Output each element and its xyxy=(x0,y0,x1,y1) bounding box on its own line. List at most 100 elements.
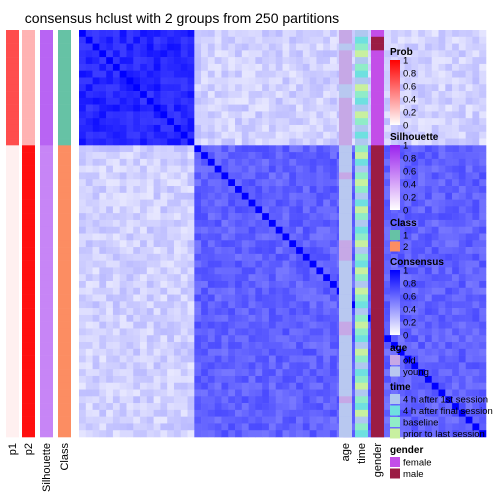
heatmap-cell xyxy=(309,43,317,51)
silhouette-legend-title: Silhouette xyxy=(390,132,439,143)
heatmap-cell xyxy=(207,409,215,417)
heatmap-cell xyxy=(119,226,127,234)
heatmap-cell xyxy=(133,274,141,282)
heatmap-cell xyxy=(167,91,175,99)
heatmap-cell xyxy=(391,253,399,261)
heatmap-cell xyxy=(126,226,134,234)
heatmap-cell xyxy=(262,403,270,411)
heatmap-cell xyxy=(479,416,487,424)
heatmap-cell xyxy=(329,355,338,363)
heatmap-cell xyxy=(201,145,209,153)
heatmap-cell xyxy=(458,328,466,336)
heatmap-cell xyxy=(255,50,263,58)
heatmap-cell xyxy=(465,63,473,71)
gender-annotation-cell xyxy=(371,219,384,228)
heatmap-cell xyxy=(235,63,243,71)
heatmap-cell xyxy=(207,348,215,356)
heatmap-cell xyxy=(438,172,446,180)
time-annotation-cell xyxy=(355,396,368,404)
heatmap-cell xyxy=(133,389,141,397)
heatmap-cell xyxy=(316,199,324,207)
heatmap-cell xyxy=(194,260,202,268)
heatmap-cell xyxy=(241,145,249,153)
heatmap-cell xyxy=(384,362,392,370)
heatmap-cell xyxy=(384,145,392,153)
heatmap-cell xyxy=(112,70,120,78)
heatmap-cell xyxy=(289,430,297,438)
heatmap-cell xyxy=(173,57,182,65)
heatmap-cell xyxy=(452,375,460,384)
age-annotation-cell xyxy=(339,314,352,322)
heatmap-cell xyxy=(221,206,229,214)
heatmap-cell xyxy=(329,50,338,58)
heatmap-cell xyxy=(384,247,392,255)
heatmap-cell xyxy=(85,124,93,133)
heatmap-cell xyxy=(221,186,229,194)
heatmap-cell xyxy=(479,294,487,302)
heatmap-cell xyxy=(316,409,324,417)
heatmap-cell xyxy=(201,219,209,228)
heatmap-cell xyxy=(248,179,256,187)
heatmap-cell xyxy=(329,348,338,356)
heatmap-cell xyxy=(404,396,412,404)
heatmap-cell xyxy=(207,70,215,78)
silhouette-annotation-cell xyxy=(40,124,53,133)
heatmap-cell xyxy=(323,396,331,404)
heatmap-cell xyxy=(160,375,168,384)
heatmap-cell xyxy=(458,335,466,343)
heatmap-cell xyxy=(106,423,114,431)
heatmap-cell xyxy=(282,396,290,404)
heatmap-cell xyxy=(404,145,412,153)
heatmap-cell xyxy=(248,403,256,411)
heatmap-cell xyxy=(255,247,263,255)
heatmap-cell xyxy=(194,375,202,384)
heatmap-cell xyxy=(479,77,487,85)
heatmap-cell xyxy=(248,213,256,221)
heatmap-cell xyxy=(302,355,310,363)
heatmap-cell xyxy=(309,314,317,322)
heatmap-cell xyxy=(404,118,412,126)
heatmap-cell xyxy=(173,274,182,282)
heatmap-cell xyxy=(472,186,480,194)
heatmap-cell xyxy=(187,328,195,336)
heatmap-cell xyxy=(289,43,297,51)
heatmap-cell xyxy=(92,124,100,133)
heatmap-cell xyxy=(255,199,263,207)
heatmap-cell xyxy=(438,362,446,370)
gender-annotation-cell xyxy=(371,308,384,316)
heatmap-cell xyxy=(329,260,338,268)
heatmap-cell xyxy=(445,145,453,153)
heatmap-cell xyxy=(275,179,283,187)
heatmap-cell xyxy=(445,172,453,180)
heatmap-cell xyxy=(119,219,127,228)
age-annotation-cell xyxy=(339,335,352,343)
heatmap-cell xyxy=(445,104,453,112)
heatmap-cell xyxy=(445,233,453,241)
heatmap-cell xyxy=(241,97,249,105)
heatmap-cell xyxy=(282,111,290,119)
heatmap-cell xyxy=(140,63,148,71)
heatmap-cell xyxy=(194,124,202,133)
heatmap-cell xyxy=(173,118,182,126)
time-annotation-cell xyxy=(355,145,368,153)
heatmap-cell xyxy=(79,342,87,350)
heatmap-cell xyxy=(194,104,202,112)
heatmap-cell xyxy=(119,362,127,370)
heatmap-cell xyxy=(384,328,392,336)
heatmap-cell xyxy=(309,63,317,71)
heatmap-cell xyxy=(160,287,168,295)
heatmap-cell xyxy=(350,369,358,377)
class-annotation-cell xyxy=(58,30,71,38)
heatmap-cell xyxy=(180,321,188,329)
p1-annotation-cell xyxy=(6,57,19,65)
heatmap-cell xyxy=(329,91,338,99)
heatmap-cell xyxy=(397,179,405,187)
heatmap-cell xyxy=(140,192,148,200)
heatmap-cell xyxy=(458,138,466,146)
heatmap-cell xyxy=(323,84,331,92)
heatmap-cell xyxy=(384,43,392,51)
heatmap-cell xyxy=(133,375,141,384)
silhouette-annotation-cell xyxy=(40,430,53,438)
heatmap-cell xyxy=(282,308,290,316)
heatmap-cell xyxy=(289,369,297,377)
